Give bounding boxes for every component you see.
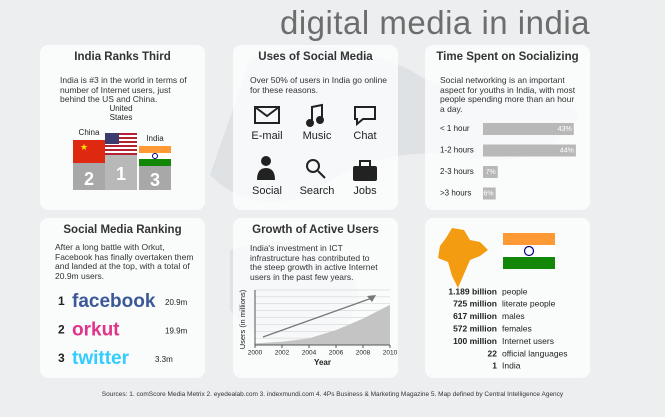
panel-title: Uses of Social Media bbox=[258, 51, 373, 63]
bar bbox=[483, 123, 574, 135]
x-tick-label: 2008 bbox=[356, 350, 371, 357]
x-tick-label: 2010 bbox=[383, 350, 398, 357]
fact-label: India bbox=[502, 361, 521, 371]
fact-number: 1.189 billion bbox=[448, 286, 497, 296]
x-axis-label: Year bbox=[314, 358, 331, 367]
use-label: Chat bbox=[353, 130, 376, 142]
panel-text: Over 50% of users in India go online for… bbox=[250, 75, 388, 95]
value-label: 7% bbox=[486, 169, 496, 176]
use-label: Jobs bbox=[353, 185, 377, 197]
country-label: United States bbox=[109, 104, 132, 122]
country-label: China bbox=[79, 128, 100, 137]
category-label: 1-2 hours bbox=[440, 146, 474, 155]
panel-text: Social networking is an important aspect… bbox=[440, 75, 576, 114]
fact-number: 725 million bbox=[453, 299, 497, 309]
fact-number: 100 million bbox=[453, 336, 497, 346]
bar bbox=[483, 166, 498, 178]
category-label: >3 hours bbox=[440, 189, 471, 198]
x-tick-label: 2000 bbox=[248, 350, 263, 357]
bar bbox=[483, 187, 496, 200]
network-name: twitter bbox=[72, 348, 130, 369]
category-label: < 1 hour bbox=[440, 124, 470, 133]
arrow-head bbox=[367, 295, 376, 302]
use-label: Search bbox=[300, 185, 335, 197]
panel-text: India's investment in ICT infrastructure… bbox=[250, 243, 378, 282]
area bbox=[255, 304, 390, 345]
user-count: 19.9m bbox=[165, 327, 188, 336]
country-label: India bbox=[146, 134, 164, 143]
panel-title: Time Spent on Socializing bbox=[436, 51, 579, 63]
x-tick-label: 2004 bbox=[302, 350, 317, 357]
rank-number: 2 bbox=[84, 169, 94, 189]
fact-label: people bbox=[502, 286, 528, 296]
value-label: 43% bbox=[558, 126, 572, 133]
value-label: 6% bbox=[484, 190, 494, 197]
value-label: 44% bbox=[560, 147, 574, 154]
fact-number: 572 million bbox=[453, 323, 497, 333]
page-title: digital media in india bbox=[280, 4, 591, 41]
panel-text: India is #3 in the world in terms of num… bbox=[60, 75, 187, 104]
network-name: facebook bbox=[72, 291, 156, 312]
fact-label: literate people bbox=[502, 299, 556, 309]
use-label: E-mail bbox=[251, 130, 282, 142]
fact-number: 22 bbox=[488, 348, 498, 358]
y-axis-label: Users (in millions) bbox=[238, 289, 247, 349]
panel-title: India Ranks Third bbox=[74, 51, 171, 63]
x-tick-label: 2006 bbox=[329, 350, 344, 357]
fact-label: males bbox=[502, 311, 525, 321]
bar bbox=[483, 144, 576, 157]
panel-text: After a long battle with Orkut, Facebook… bbox=[55, 242, 194, 281]
trend-arrow bbox=[262, 297, 373, 338]
network-name: orkut bbox=[72, 320, 120, 341]
rank-number: 2 bbox=[58, 323, 65, 337]
rank-number: 3 bbox=[58, 351, 65, 365]
fact-number: 617 million bbox=[453, 311, 497, 321]
use-label: Social bbox=[252, 185, 282, 197]
rank-number: 1 bbox=[116, 164, 126, 184]
category-label: 2-3 hours bbox=[440, 167, 474, 176]
svg-text:★: ★ bbox=[80, 142, 88, 152]
rank-number: 3 bbox=[150, 170, 160, 190]
panel bbox=[233, 45, 398, 210]
fact-label: official languages bbox=[502, 348, 568, 358]
user-count: 3.3m bbox=[155, 355, 173, 364]
fact-label: Internet users bbox=[502, 336, 554, 346]
fact-number: 1 bbox=[492, 361, 497, 371]
user-count: 20.9m bbox=[165, 298, 188, 307]
x-tick-label: 2002 bbox=[275, 350, 290, 357]
rank-number: 1 bbox=[58, 294, 65, 308]
panel-title: Growth of Active Users bbox=[252, 224, 379, 236]
sources: Sources: 1. comScore Media Metrix 2. eye… bbox=[101, 391, 564, 398]
fact-label: females bbox=[502, 323, 532, 333]
panel bbox=[40, 218, 205, 378]
panel-title: Social Media Ranking bbox=[63, 224, 182, 236]
use-label: Music bbox=[303, 130, 332, 142]
